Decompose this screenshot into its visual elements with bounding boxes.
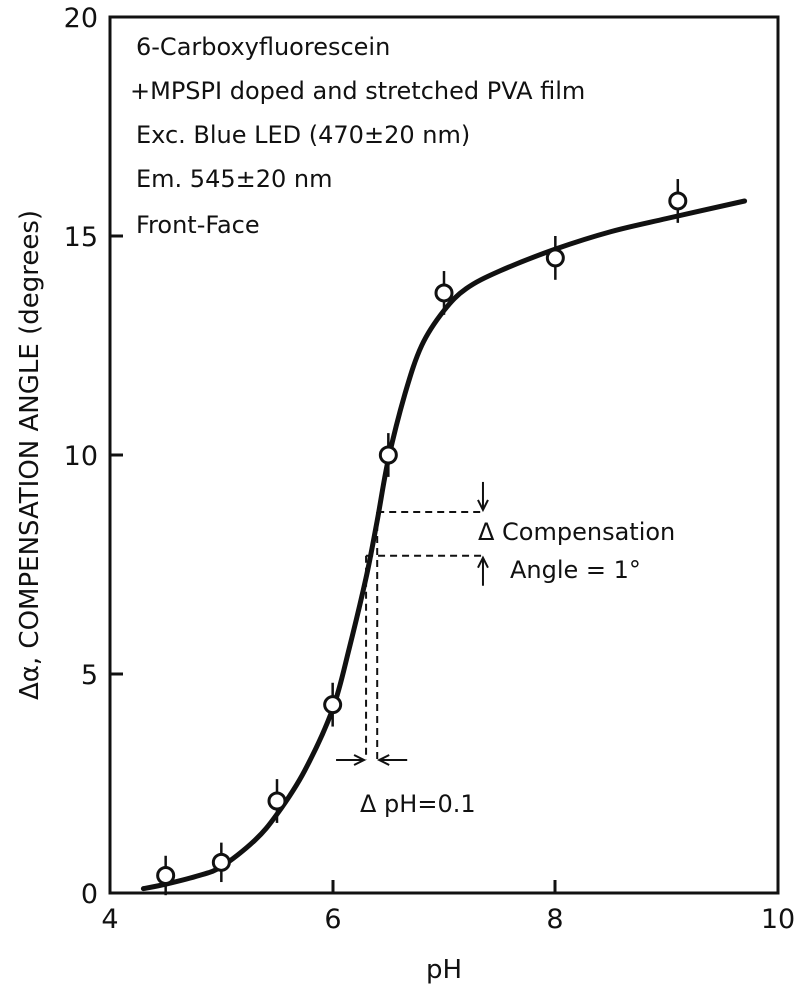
delta-angle-label: Angle = 1° — [510, 556, 641, 584]
y-ticks — [110, 15, 123, 895]
x-tick-label: 10 — [761, 904, 795, 935]
annotation-line: Em. 545±20 nm — [136, 165, 332, 193]
data-point — [267, 791, 287, 811]
dashed-guides — [336, 481, 489, 766]
x-tick-label: 4 — [101, 904, 118, 935]
data-point — [156, 865, 176, 885]
fit-curve-layer — [140, 198, 748, 892]
x-ticks — [108, 880, 780, 893]
y-tick-label: 0 — [81, 879, 98, 910]
delta-ph-label: Δ pH=0.1 — [360, 790, 476, 818]
angle-arrow-head — [477, 499, 489, 513]
data-point — [668, 191, 688, 211]
y-axis-title: Δα, COMPENSATION ANGLE (degrees) — [15, 210, 45, 700]
y-tick-label: 20 — [64, 3, 98, 34]
annotation-block: 6-Carboxyfluorescein +MPSPI doped and st… — [130, 33, 585, 239]
annotation-line: Front-Face — [136, 211, 260, 239]
x-tick-label: 6 — [324, 904, 341, 935]
y-tick-labels: 0 5 10 15 20 — [64, 3, 98, 910]
annotation-line: 6-Carboxyfluorescein — [136, 33, 390, 61]
data-point — [378, 445, 398, 465]
angle-arrow-head — [477, 555, 489, 569]
x-axis-title: pH — [426, 955, 462, 985]
data-point — [545, 248, 565, 268]
y-tick-label: 5 — [81, 660, 98, 691]
ph-arrow-head — [353, 754, 367, 766]
ph-arrow-head — [376, 754, 390, 766]
annotation-line: Exc. Blue LED (470±20 nm) — [136, 121, 470, 149]
y-tick-label: 10 — [64, 441, 98, 472]
annotation-line: +MPSPI doped and stretched PVA film — [130, 77, 585, 105]
y-tick-label: 15 — [64, 222, 98, 253]
data-point — [434, 283, 454, 303]
x-tick-labels: 4 6 8 10 — [101, 904, 795, 935]
data-point — [211, 852, 231, 872]
delta-compensation-label: Δ Compensation — [478, 518, 675, 546]
x-tick-label: 8 — [546, 904, 563, 935]
data-points — [156, 191, 688, 885]
fit-curve — [140, 198, 748, 892]
data-point — [323, 695, 343, 715]
